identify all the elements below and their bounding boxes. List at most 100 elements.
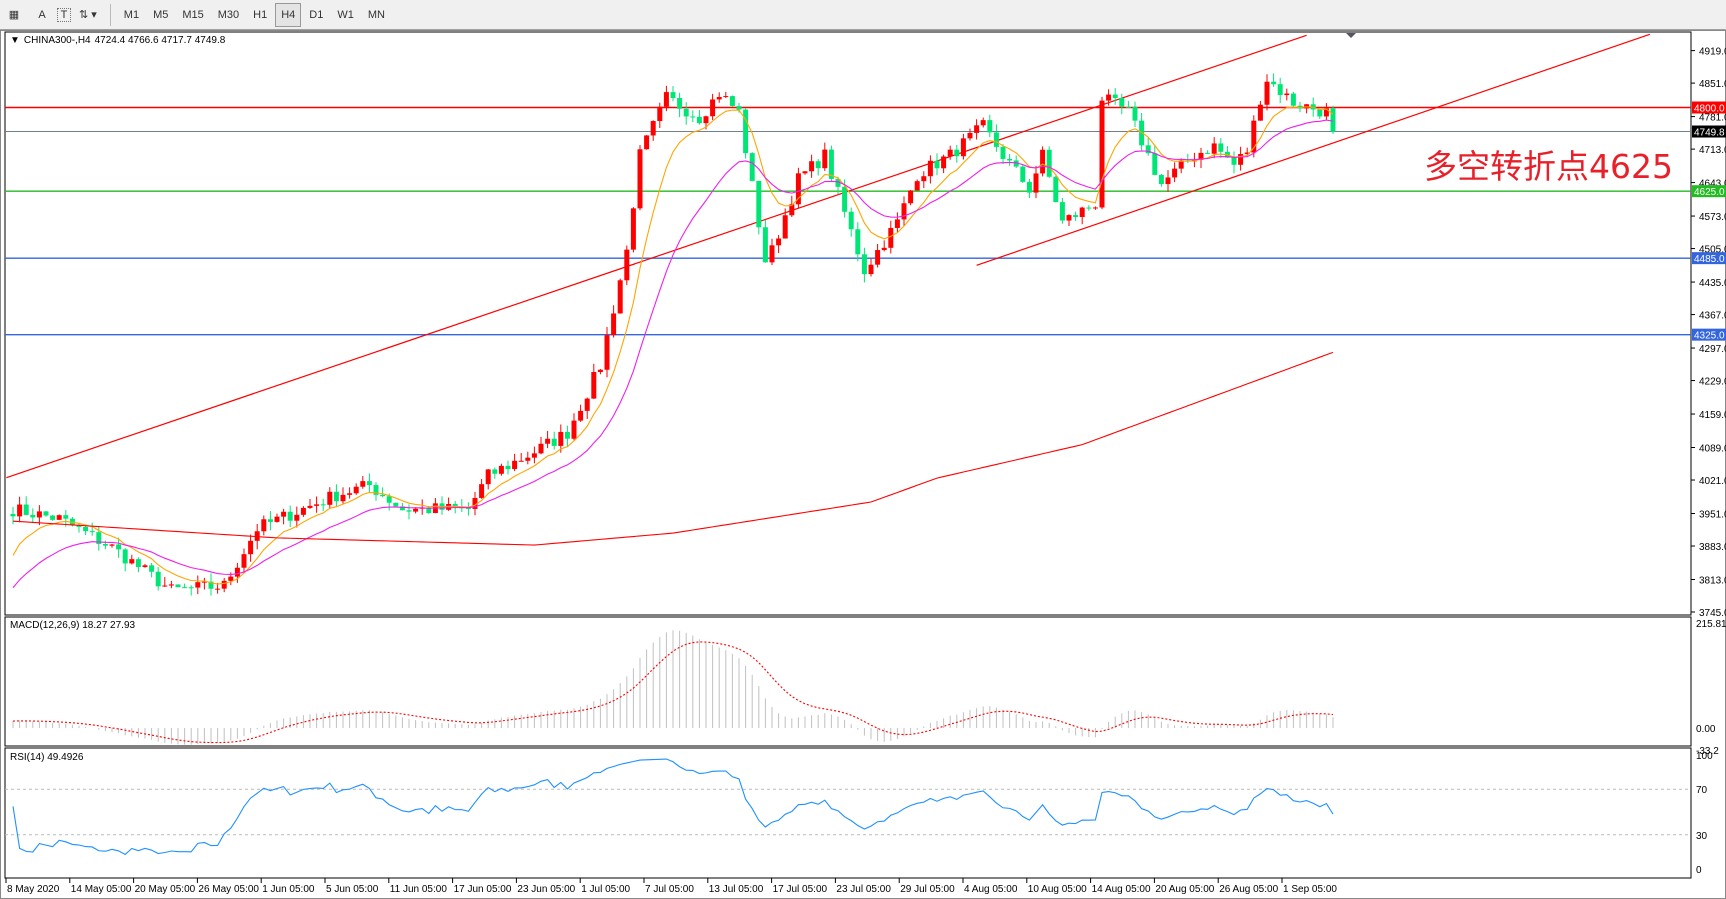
candle-up [881,247,887,251]
candle-up [584,398,590,411]
candle-up [518,460,524,462]
candle-up [234,567,240,577]
price-tick-label: 4573.0 [1699,212,1726,223]
date-tick-label: 1 Jul 05:00 [581,884,630,895]
candle-down [182,587,188,589]
candle-up [960,138,966,157]
candle-up [591,372,597,399]
price-tag [1692,101,1726,114]
candle-down [683,108,689,117]
candle-up [498,465,504,474]
candle-up [795,173,801,205]
collapse-arrow-icon[interactable]: ▼ [10,35,20,46]
date-tick-label: 23 Jul 05:00 [836,884,891,895]
candle-up [617,280,623,314]
candle-up [446,503,452,510]
candle-up [129,559,135,564]
timeframe-h4[interactable]: H4 [275,2,302,27]
arrows-icon[interactable]: ⇅ ▾ [79,9,97,21]
candle-up [1178,160,1184,169]
timeframe-mn[interactable]: MN [367,8,385,21]
candle-up [545,438,551,444]
candle-down [333,491,339,502]
candle-up [901,203,907,220]
candle-down [729,96,735,107]
date-tick-label: 11 Jun 05:00 [390,884,448,895]
candle-down [380,494,386,497]
candle-up [657,106,663,122]
timeframe-m1[interactable]: M1 [123,8,140,21]
candle-up [479,484,485,498]
price-tag-label: 4485.0 [1694,254,1725,265]
candle-down [1152,153,1158,175]
price-tick-label: 4435.0 [1699,278,1726,289]
date-tick-label: 23 Jun 05:00 [517,884,575,895]
grid-f-icon[interactable]: ▦ [8,9,20,21]
toolbar-divider [109,3,111,26]
candle-down [1112,94,1118,99]
candle-up [56,515,62,520]
price-tick-label: 4781.0 [1699,113,1726,124]
candle-up [1251,120,1257,153]
timeframe-m15[interactable]: M15 [182,8,204,21]
macd-axis-label: 215.81 [1696,619,1726,630]
trendline [6,34,1307,479]
candle-up [789,204,795,216]
text-box-icon[interactable]: T [57,7,71,22]
date-tick-label: 13 Jul 05:00 [709,884,764,895]
price-tick-label: 4159.0 [1699,410,1726,421]
candle-down [175,584,181,588]
candle-down [1317,109,1323,117]
toolbar: ▦ A T ⇅ ▾ M1 M5 M15 M30 H1 H4 D1 W1 MN [0,0,1726,30]
date-tick-label: 26 Aug 05:00 [1219,884,1278,895]
candle-up [327,491,333,505]
candle-up [525,457,531,461]
price-tag-label: 4325.0 [1694,331,1725,342]
candle-down [1231,157,1237,165]
candle-up [650,121,656,136]
candle-up [413,508,419,512]
date-tick-label: 29 Jul 05:00 [900,884,955,895]
candle-up [538,443,544,454]
candle-down [406,510,412,512]
candle-down [1020,166,1026,182]
price-tick-label: 4089.0 [1699,444,1726,455]
candle-up [142,565,148,568]
candle-up [769,245,775,263]
date-tick-label: 7 Jul 05:00 [645,884,694,895]
ma-slow-line [12,351,1334,546]
macd-axis-label: -33.2 [1696,746,1719,757]
candle-down [102,543,108,546]
candle-up [1066,215,1072,221]
candle-up [1198,152,1204,160]
timeframe-d1[interactable]: D1 [309,8,324,21]
candle-down [399,506,405,511]
candle-down [116,544,122,550]
candle-down [987,120,993,133]
price-tick-label: 4505.0 [1699,245,1726,256]
candle-down [393,502,399,507]
timeframe-w1[interactable]: W1 [337,8,354,21]
candle-up [254,531,260,541]
candle-up [908,190,914,204]
candle-up [360,481,366,487]
timeframe-m5[interactable]: M5 [153,8,169,21]
candle-up [248,540,254,555]
candle-down [828,149,834,179]
candle-down [1125,106,1131,108]
price-tick-label: 3745.0 [1699,608,1726,619]
candle-down [1026,181,1032,193]
timeframe-m30[interactable]: M30 [217,8,240,21]
candle-down [677,98,683,109]
candle-down [1145,145,1151,154]
candle-down [287,511,293,521]
candle-up [1172,168,1178,178]
candle-up [716,97,722,100]
candle-up [228,576,234,581]
timeframe-h1[interactable]: H1 [253,8,268,21]
candle-down [10,513,16,517]
candle-down [1158,174,1164,185]
candle-down [1059,202,1065,221]
text-a-icon[interactable]: A [38,8,46,21]
